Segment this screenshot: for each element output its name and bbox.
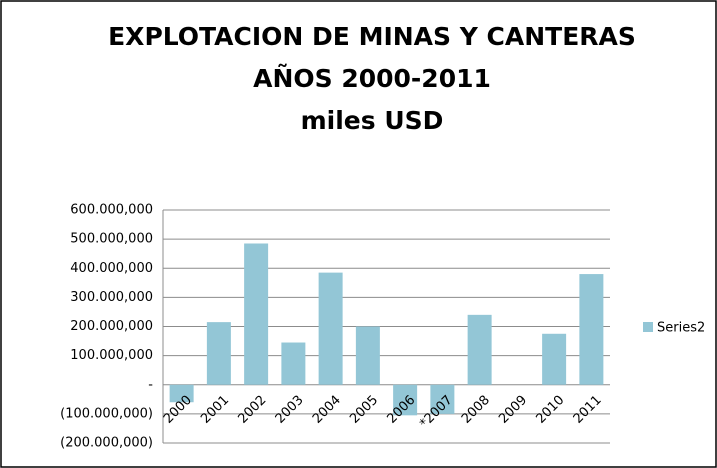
bar xyxy=(579,274,604,385)
bar xyxy=(169,384,194,403)
chart-title: miles USD xyxy=(301,106,444,135)
y-tick-label: 300.000,000 xyxy=(70,290,153,305)
legend-swatch xyxy=(643,322,653,332)
legend-label: Series2 xyxy=(657,321,705,336)
y-tick-label: 200.000,000 xyxy=(70,319,153,334)
chart-title: EXPLOTACION DE MINAS Y CANTERAS xyxy=(108,22,636,51)
y-tick-label: (200.000,000) xyxy=(60,436,153,451)
y-tick-label: - xyxy=(148,377,153,392)
bar xyxy=(206,322,231,385)
bar xyxy=(318,272,343,385)
bar xyxy=(542,333,567,385)
chart-title: AÑOS 2000-2011 xyxy=(253,64,491,93)
bar xyxy=(355,326,380,385)
y-tick-label: (100.000,000) xyxy=(60,406,153,421)
bar xyxy=(467,314,492,385)
y-tick-label: 400.000,000 xyxy=(70,261,153,276)
bar xyxy=(244,243,269,385)
y-tick-label: 500.000,000 xyxy=(70,232,153,247)
bar xyxy=(393,384,418,416)
bar xyxy=(281,342,306,385)
bar xyxy=(430,384,455,414)
y-tick-label: 100.000,000 xyxy=(70,348,153,363)
y-tick-label: 600.000,000 xyxy=(70,203,153,218)
